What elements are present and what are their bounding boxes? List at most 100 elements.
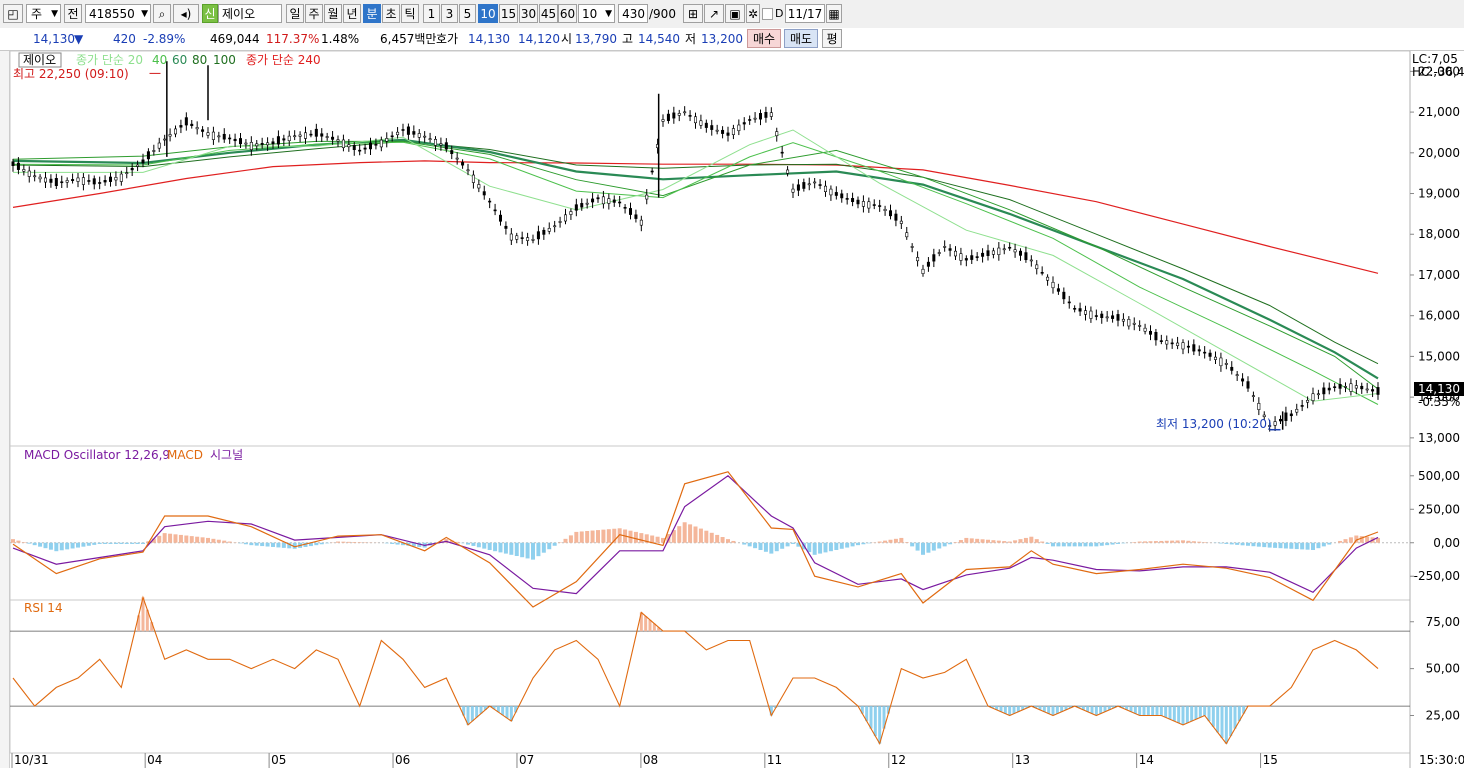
candle-body bbox=[704, 122, 708, 128]
candle-body bbox=[661, 119, 665, 122]
type-select[interactable]: 주 ▼ bbox=[26, 4, 61, 23]
candle-body bbox=[217, 135, 221, 138]
window-icon[interactable]: ◰ bbox=[3, 4, 23, 23]
candle-body bbox=[688, 115, 692, 117]
candle-body bbox=[650, 170, 654, 173]
x-tick-label: 12 bbox=[891, 753, 906, 767]
candle-body bbox=[1300, 405, 1304, 407]
bid-price: 14,120 bbox=[518, 32, 560, 46]
interval-60[interactable]: 60 bbox=[558, 4, 577, 23]
interval-45[interactable]: 45 bbox=[539, 4, 558, 23]
period-tick[interactable]: 틱 bbox=[401, 4, 419, 23]
price-tick-label: 15,000 bbox=[1418, 349, 1460, 363]
current-price: 14,130 bbox=[33, 32, 75, 46]
candle-body bbox=[206, 132, 210, 136]
stock-tab[interactable] bbox=[18, 52, 62, 68]
candle-body bbox=[672, 112, 676, 119]
chevron-down-icon: ▼ bbox=[141, 9, 148, 19]
price-title: 제이오 bbox=[23, 53, 56, 67]
interval-1[interactable]: 1 bbox=[423, 4, 440, 23]
high-price: 14,540 bbox=[638, 32, 680, 46]
candle-body bbox=[336, 139, 340, 142]
calendar-icon[interactable]: ▦ bbox=[826, 4, 842, 23]
period-minute[interactable]: 분 bbox=[363, 4, 381, 23]
volume: 469,044 bbox=[210, 32, 260, 46]
x-tick-label: 07 bbox=[519, 753, 534, 767]
candle-body bbox=[1170, 342, 1174, 345]
candle-body bbox=[731, 128, 735, 135]
candle-body bbox=[433, 139, 437, 146]
candle-body bbox=[1219, 357, 1223, 367]
sell-button[interactable]: 매도 bbox=[784, 29, 818, 48]
candle-body bbox=[385, 138, 389, 142]
candle-body bbox=[1322, 387, 1326, 395]
date-input[interactable]: 11/17 bbox=[785, 4, 825, 23]
date-checkbox[interactable] bbox=[762, 8, 773, 20]
compare-icon[interactable]: ⊞ bbox=[683, 4, 703, 23]
lc-label: LC:7,05 bbox=[1412, 52, 1458, 66]
toolbar: ◰ 주 ▼ 전 418550 ▼ ⌕ ◂) 신 제이오 일 주 월 년 분 초 틱 … bbox=[0, 0, 1464, 29]
code-input[interactable]: 418550 ▼ bbox=[85, 4, 151, 23]
candle-body bbox=[222, 133, 226, 140]
interval-10[interactable]: 10 bbox=[478, 4, 498, 23]
candle-body bbox=[119, 173, 123, 182]
candle-body bbox=[211, 131, 215, 140]
interval-15[interactable]: 15 bbox=[499, 4, 518, 23]
period-second[interactable]: 초 bbox=[382, 4, 400, 23]
interval-select[interactable]: 10 ▼ bbox=[578, 4, 615, 23]
candle-body bbox=[417, 133, 421, 138]
price-tick-label: 18,000 bbox=[1418, 227, 1460, 241]
candle-body bbox=[1073, 308, 1077, 310]
count-input[interactable]: 430 bbox=[618, 4, 648, 23]
candle-body bbox=[379, 139, 383, 148]
moving-average-line bbox=[12, 160, 1379, 274]
macd-tick-label: 0,00 bbox=[1433, 536, 1460, 550]
hc-label: HC:-36,49 bbox=[1412, 65, 1464, 79]
candle-body bbox=[612, 199, 616, 203]
interval-5[interactable]: 5 bbox=[459, 4, 476, 23]
candle-body bbox=[130, 167, 134, 171]
candle-body bbox=[531, 239, 535, 241]
mode-button[interactable]: 전 bbox=[64, 4, 82, 23]
candle-body bbox=[444, 142, 448, 150]
change-value: 420 bbox=[113, 32, 136, 46]
period-week[interactable]: 주 bbox=[305, 4, 323, 23]
candle-body bbox=[975, 256, 979, 258]
candle-body bbox=[428, 138, 432, 140]
candle-body bbox=[596, 197, 600, 200]
buy-button[interactable]: 매수 bbox=[747, 29, 781, 48]
candle-body bbox=[43, 177, 47, 183]
search-icon[interactable]: ⌕ bbox=[153, 4, 171, 23]
x-tick-label: 14 bbox=[1139, 753, 1154, 767]
save-icon[interactable]: ▣ bbox=[725, 4, 745, 23]
candle-body bbox=[1186, 345, 1190, 348]
gear-icon[interactable]: ✲ bbox=[746, 4, 760, 23]
period-month[interactable]: 월 bbox=[324, 4, 342, 23]
candle-body bbox=[22, 169, 26, 172]
candle-body bbox=[1094, 315, 1098, 317]
x-tick-label: 13 bbox=[1015, 753, 1030, 767]
code-value: 418550 bbox=[89, 7, 135, 21]
candle-body bbox=[228, 137, 232, 140]
candle-body bbox=[710, 125, 714, 130]
trend-icon[interactable]: ↗ bbox=[704, 4, 724, 23]
candle-body bbox=[639, 219, 643, 226]
candle-body bbox=[1089, 310, 1093, 319]
candle-body bbox=[1051, 281, 1055, 289]
candle-body bbox=[856, 199, 860, 205]
eval-button[interactable]: 평 bbox=[822, 29, 842, 48]
interval-30[interactable]: 30 bbox=[519, 4, 538, 23]
rsi-line bbox=[12, 595, 1379, 745]
candle-body bbox=[1105, 316, 1109, 319]
candle-body bbox=[1268, 425, 1272, 427]
period-year[interactable]: 년 bbox=[343, 4, 361, 23]
x-tick-label: 11 bbox=[767, 753, 782, 767]
candle-body bbox=[764, 112, 768, 118]
interval-3[interactable]: 3 bbox=[441, 4, 458, 23]
candle-body bbox=[834, 192, 838, 196]
last-price-box bbox=[1414, 382, 1464, 396]
period-day[interactable]: 일 bbox=[286, 4, 304, 23]
candle-body bbox=[758, 113, 762, 120]
candle-body bbox=[1018, 250, 1022, 256]
speaker-icon[interactable]: ◂) bbox=[173, 4, 199, 23]
